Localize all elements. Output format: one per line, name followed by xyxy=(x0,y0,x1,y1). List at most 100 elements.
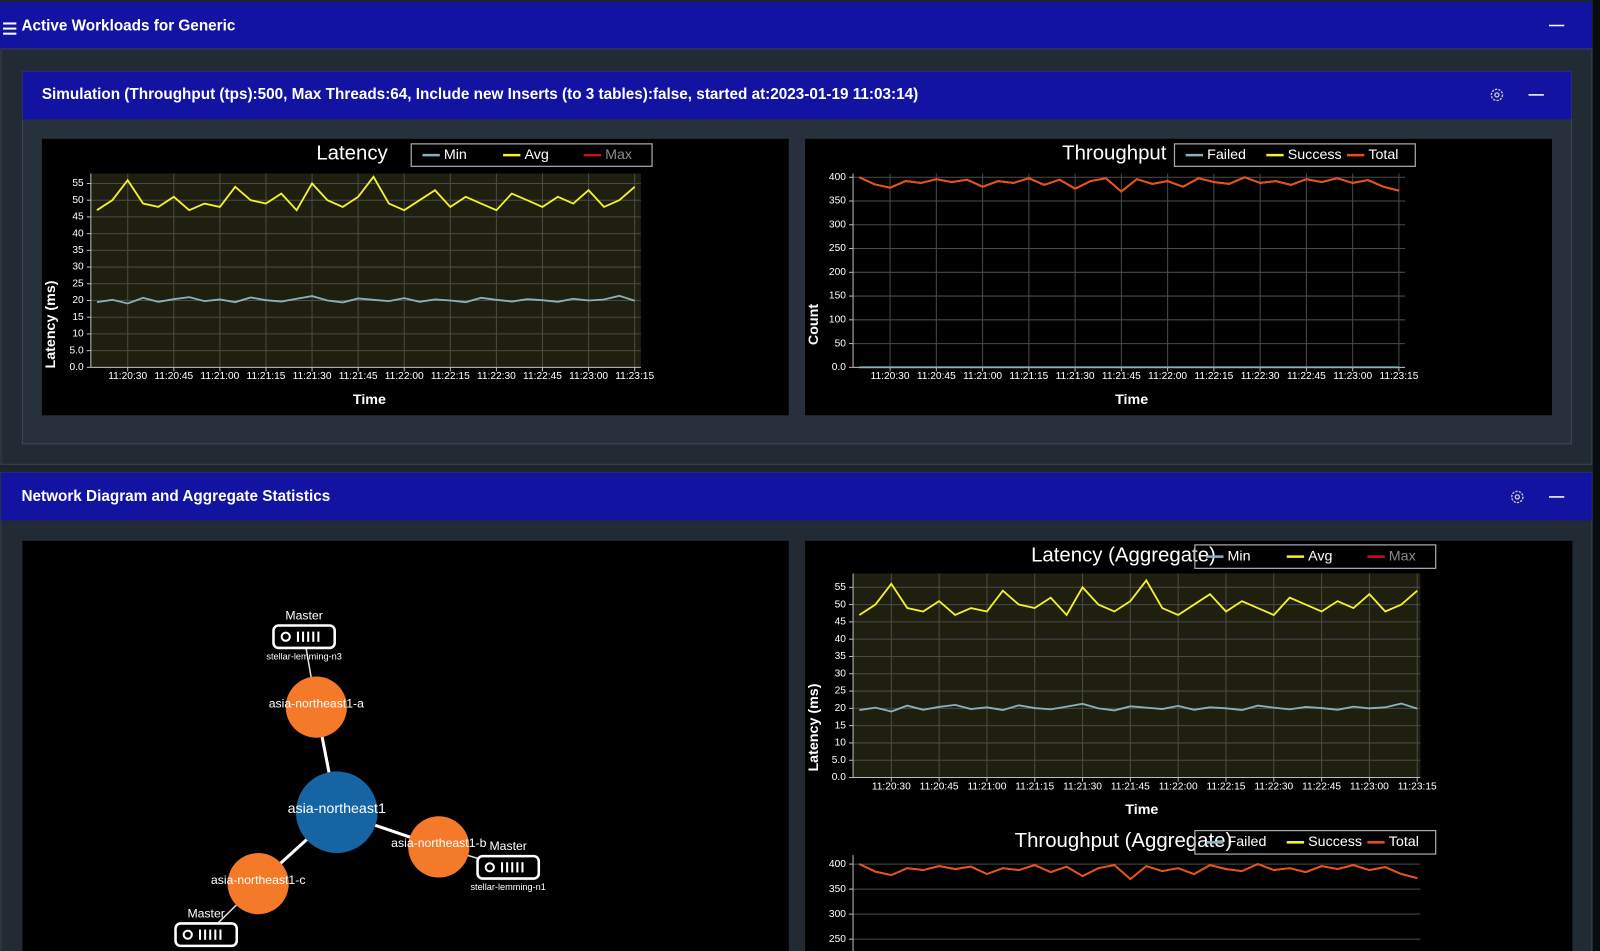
x-tick-label: 11:22:15 xyxy=(431,371,470,382)
y-tick-label: 55 xyxy=(835,582,847,593)
settings-button[interactable] xyxy=(1490,88,1504,102)
card-header xyxy=(22,71,1572,120)
y-tick-label: 25 xyxy=(72,278,84,289)
header-title: Active Workloads for Generic xyxy=(21,18,235,35)
y-tick-label: 0.0 xyxy=(70,362,84,373)
x-tick-label: 11:21:45 xyxy=(1111,781,1150,792)
series-line xyxy=(858,863,1418,881)
x-tick-label: 11:20:30 xyxy=(108,371,147,382)
x-tick-label: 11:22:45 xyxy=(1302,781,1341,792)
series-line xyxy=(858,578,1418,617)
y-tick-label: 20 xyxy=(72,295,84,306)
x-axis-label: Time xyxy=(1125,802,1158,818)
series-line xyxy=(96,294,635,305)
x-tick-label: 11:21:00 xyxy=(967,781,1006,792)
chart: 0.0 5.0 10 15 20 25 30 35 40 45 50 55 11:20:30 11:20:… xyxy=(41,138,789,416)
legend-label: Total xyxy=(1368,147,1398,163)
x-tick-label: 11:21:30 xyxy=(1056,371,1095,382)
x-tick-label: 11:21:30 xyxy=(293,371,332,382)
y-tick-label: 55 xyxy=(72,178,84,189)
legend-label: Success xyxy=(1308,834,1362,850)
y-tick-label: 30 xyxy=(835,668,847,679)
y-tick-label: 5.0 xyxy=(832,755,846,766)
x-tick-label: 11:21:30 xyxy=(1063,781,1102,792)
y-axis-label: Count xyxy=(806,304,822,345)
y-tick-label: 50 xyxy=(835,338,847,349)
region-node xyxy=(227,853,289,915)
y-tick-label: 5.0 xyxy=(70,345,84,356)
x-tick-label: 11:20:45 xyxy=(917,371,956,382)
x-tick-label: 11:22:00 xyxy=(1159,781,1198,792)
x-tick-label: 11:23:00 xyxy=(1333,371,1372,382)
y-tick-label: 0.0 xyxy=(832,362,846,373)
y-tick-label: 35 xyxy=(72,245,84,256)
x-tick-label: 11:23:00 xyxy=(569,371,608,382)
plot-area xyxy=(853,573,1421,778)
x-tick-label: 11:21:00 xyxy=(963,371,1002,382)
server-icon xyxy=(272,624,336,650)
plot-area xyxy=(90,173,641,368)
x-tick-label: 11:22:30 xyxy=(1241,371,1280,382)
x-tick-label: 11:22:45 xyxy=(523,371,562,382)
y-tick-label: 15 xyxy=(835,720,847,731)
server-disk xyxy=(280,631,291,642)
legend-box xyxy=(1173,143,1416,167)
y-tick-label: 40 xyxy=(835,634,847,645)
x-tick-label: 11:21:00 xyxy=(200,371,239,382)
y-tick-label: 250 xyxy=(829,934,846,945)
series-line xyxy=(859,702,1418,713)
y-tick-label: 50 xyxy=(835,599,847,610)
y-tick-label: 15 xyxy=(72,312,84,323)
y-tick-label: 350 xyxy=(829,884,846,895)
legend-label: Avg xyxy=(1308,548,1332,564)
settings-button[interactable] xyxy=(1511,490,1524,504)
series-line xyxy=(858,176,1400,193)
server-name: stellar-lemming-n3 xyxy=(266,652,341,662)
y-tick-label: 250 xyxy=(829,243,846,254)
x-tick-label: 11:23:00 xyxy=(1350,781,1389,792)
node-label: asia-northeast1-a xyxy=(269,696,364,710)
y-tick-label: 30 xyxy=(72,262,84,273)
server-role: Master xyxy=(285,609,322,623)
x-tick-label: 11:22:15 xyxy=(1207,781,1246,792)
chart: 250 300 350 400 Throughput (Aggregate)Failed… xyxy=(805,821,1573,951)
node-label: asia-northeast1-b xyxy=(391,836,486,850)
server-disk xyxy=(484,862,495,873)
menu-icon[interactable] xyxy=(3,22,17,35)
y-axis-label: Latency (ms) xyxy=(43,280,59,368)
x-tick-label: 11:20:30 xyxy=(871,371,910,382)
header-bar xyxy=(0,2,1592,49)
scrollbar xyxy=(1592,0,1600,951)
x-tick-label: 11:21:15 xyxy=(1015,781,1054,792)
legend-box xyxy=(1194,829,1437,855)
y-tick-label: 200 xyxy=(829,267,846,278)
series-line xyxy=(96,175,636,212)
x-tick-label: 11:22:00 xyxy=(1148,371,1187,382)
chart: 0.0 5.0 10 15 20 25 30 35 40 45 50 55 11:20:30 11:20:… xyxy=(805,540,1573,822)
y-tick-label: 150 xyxy=(829,291,846,302)
x-tick-label: 11:23:15 xyxy=(1379,371,1418,382)
x-tick-label: 11:23:15 xyxy=(1398,781,1437,792)
x-tick-label: 11:22:45 xyxy=(1287,371,1326,382)
x-tick-label: 11:20:45 xyxy=(154,371,193,382)
x-tick-label: 11:21:45 xyxy=(339,371,378,382)
y-tick-label: 350 xyxy=(829,196,846,207)
legend-label: Max xyxy=(605,147,632,163)
y-tick-label: 300 xyxy=(829,219,846,230)
y-tick-label: 20 xyxy=(835,703,847,714)
x-tick-label: 11:22:30 xyxy=(477,371,516,382)
chart: 0.0 50 100 150 200 250 300 350 400 11:20:30 11:20:… xyxy=(805,138,1553,416)
x-tick-label: 11:21:15 xyxy=(247,371,286,382)
y-tick-label: 45 xyxy=(72,212,84,223)
server-name: stellar-lemming-n1 xyxy=(470,882,545,892)
region-node xyxy=(295,771,378,854)
y-tick-label: 10 xyxy=(72,329,84,340)
x-tick-label: 11:23:15 xyxy=(615,371,654,382)
y-tick-label: 50 xyxy=(72,195,84,206)
network-diagram xyxy=(22,540,789,951)
network-graph: asia-northeast1 asia-northeast1-a asia-nor… xyxy=(174,609,546,948)
legend-label: Success xyxy=(1288,147,1342,163)
y-axis-label: Latency (ms) xyxy=(806,683,822,771)
